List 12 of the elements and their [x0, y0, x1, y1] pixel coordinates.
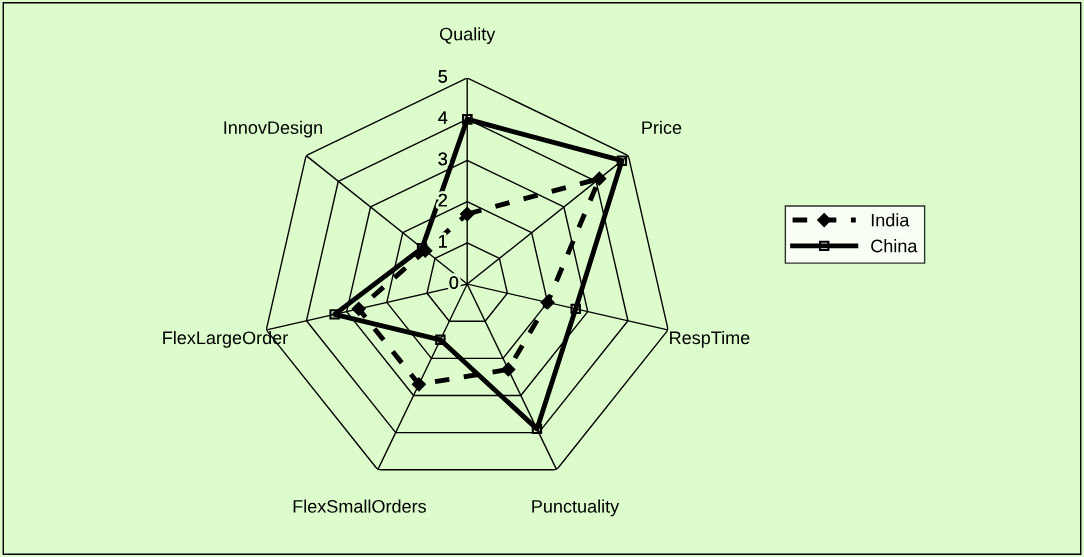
y-tick-label: 4 [438, 111, 448, 124]
legend-label: China [871, 239, 918, 253]
legend-label: India [871, 213, 910, 227]
y-tick-label: 5 [438, 70, 447, 83]
spoke-label: Quality [439, 27, 496, 45]
y-tick-label: 0 [449, 276, 459, 289]
spoke-label: InnovDesign [224, 120, 322, 138]
spoke-label: FlexSmallOrders [293, 499, 426, 513]
spoke-label: Price [642, 120, 682, 135]
y-tick-label: 3 [438, 152, 447, 166]
spoke-label: Punctuality [532, 499, 620, 517]
spoke-label: RespTime [670, 330, 750, 348]
